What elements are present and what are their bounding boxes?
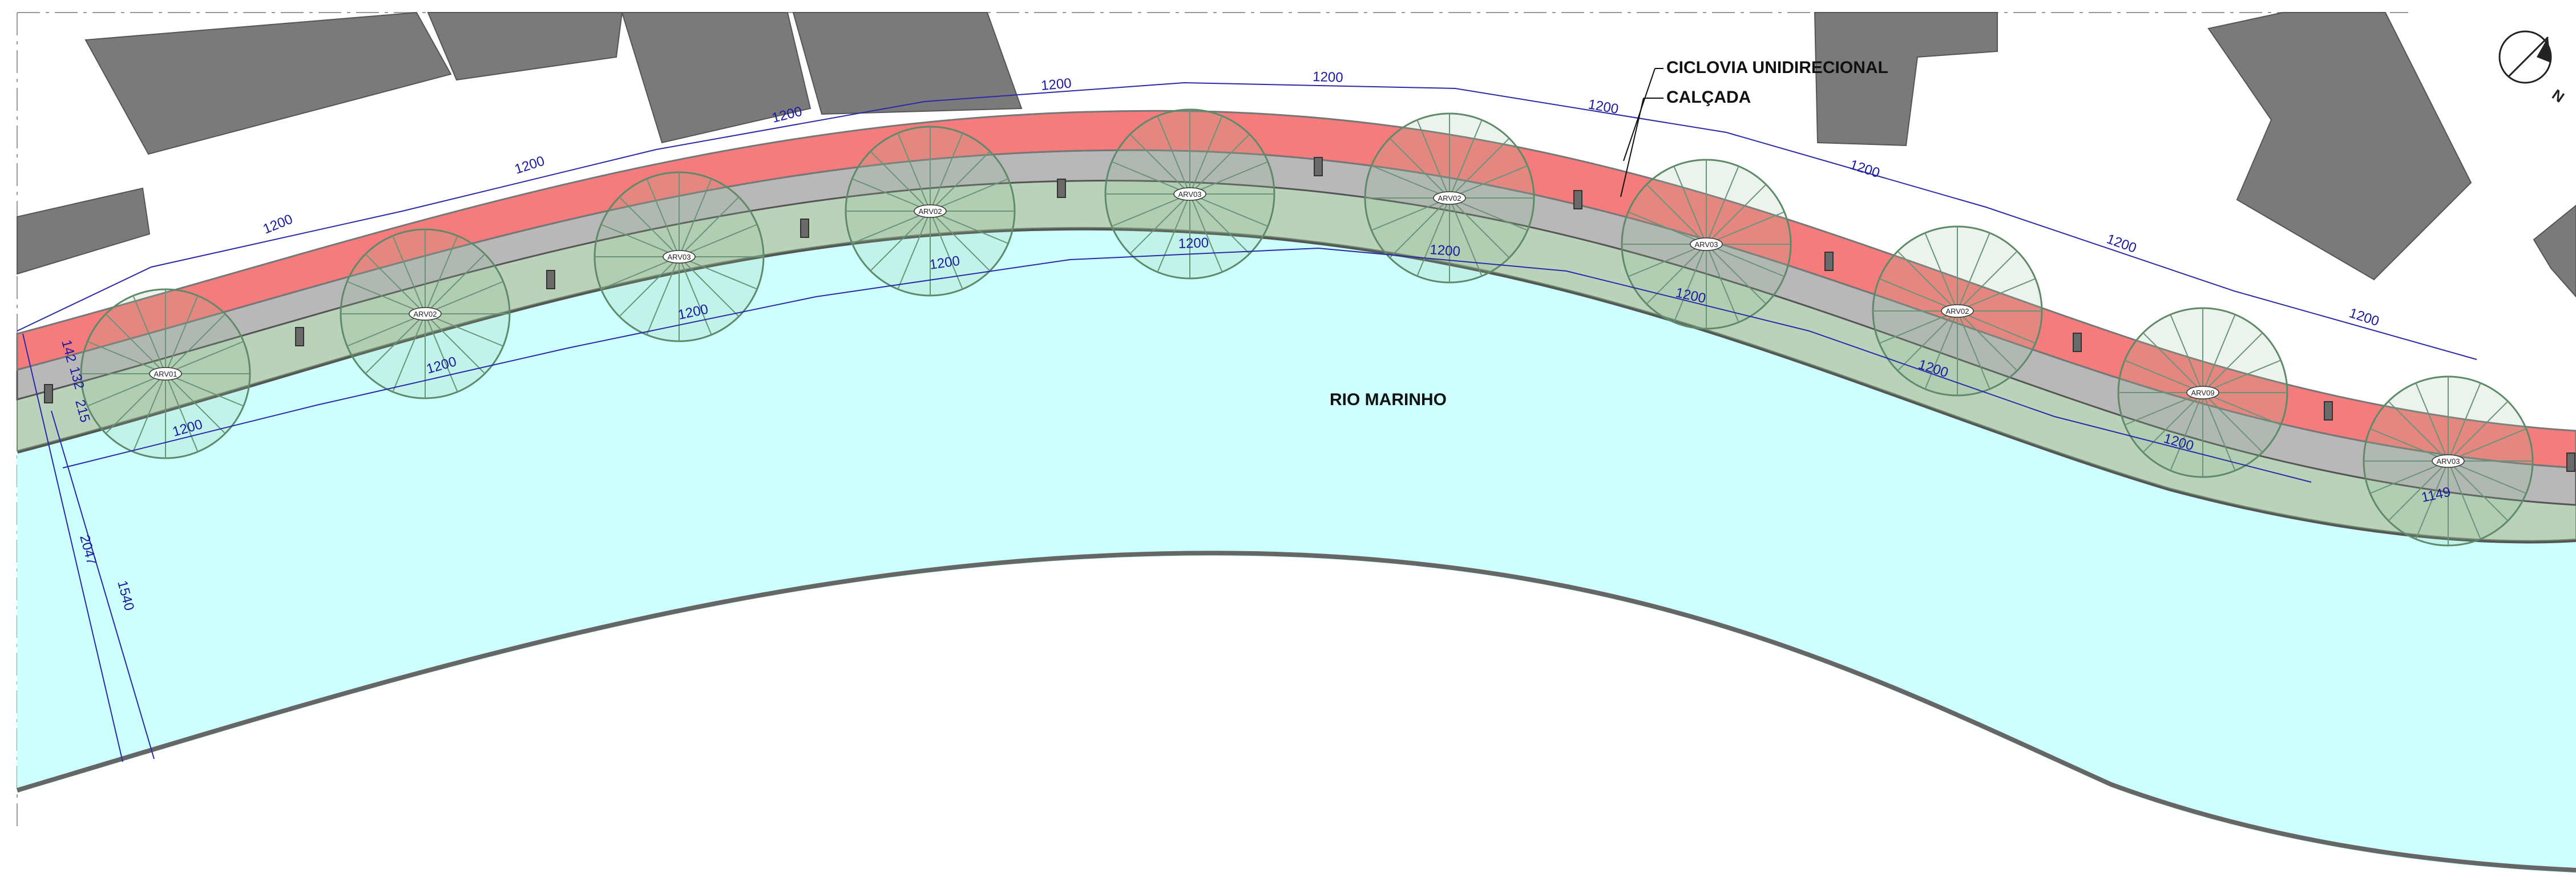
- building: [17, 187, 151, 275]
- building: [2533, 204, 2576, 298]
- bench-icon: [2073, 333, 2082, 352]
- dim-top-9: 1200: [2347, 305, 2381, 329]
- tree-canopy: ARV02: [1872, 225, 2043, 397]
- dim-top-7: 1200: [1848, 157, 1881, 181]
- bottom-dimension-line: [62, 247, 2312, 483]
- tree-tag-label: ARV02: [919, 207, 942, 216]
- tree-canopy: ARV01: [80, 288, 251, 459]
- bench-icon: [44, 384, 53, 403]
- bench-icon: [295, 327, 304, 346]
- tree-tag-label: ARV09: [2191, 389, 2215, 397]
- bench-icon: [1057, 179, 1066, 198]
- sidewalk-leader: [1620, 98, 1644, 197]
- dim-top-6: 1200: [1587, 96, 1620, 117]
- tree-canopy: ARV03: [1104, 108, 1275, 280]
- bench-icon: [1824, 252, 1834, 271]
- building: [427, 12, 623, 81]
- building: [1814, 12, 1998, 147]
- tree-tag-label: ARV02: [414, 310, 437, 318]
- tree-canopy: ARV02: [1364, 112, 1535, 284]
- river-area: [17, 224, 2576, 874]
- building: [84, 11, 452, 155]
- dim-top-1: 1200: [261, 212, 295, 237]
- tree-canopy: ARV03: [1621, 159, 1792, 330]
- street-fixtures: [44, 157, 2575, 472]
- bench-icon: [2324, 401, 2333, 421]
- top-dimension-line: [17, 82, 2477, 360]
- tree-tag-label: ARV02: [1438, 194, 1461, 203]
- north-arrow-icon: N: [2498, 30, 2568, 106]
- dim-top-2: 1200: [513, 153, 547, 177]
- building: [792, 12, 1023, 115]
- dimension-labels: 1200 1200 1200 1200 1200 1200 1200 1200 …: [58, 69, 2452, 612]
- tree-tag-label: ARV03: [1178, 190, 1202, 199]
- bench-icon: [2566, 452, 2575, 472]
- tree-canopy: ARV09: [2117, 307, 2288, 478]
- dim-bottom-5: 1200: [1178, 235, 1209, 252]
- buildings: [17, 11, 2576, 298]
- building: [2207, 12, 2472, 281]
- bike-lane-label: CICLOVIA UNIDIRECIONAL: [1666, 58, 1888, 77]
- tree-tag-label: ARV03: [2437, 457, 2460, 466]
- bench-icon: [1314, 157, 1323, 176]
- dim-top-5: 1200: [1313, 69, 1343, 86]
- tree-tag-label: ARV03: [668, 253, 691, 261]
- bench-icon: [800, 219, 809, 238]
- tree-tag-label: ARV01: [154, 370, 177, 378]
- sidewalk-label: CALÇADA: [1666, 88, 1751, 107]
- river-label: RIO MARINHO: [1330, 390, 1447, 409]
- section-dimension-line: [22, 333, 123, 762]
- section-dimension-line-2: [51, 410, 155, 759]
- bench-icon: [546, 270, 555, 289]
- dimension-lines: [17, 82, 2477, 762]
- tree-canopy: ARV03: [593, 171, 765, 342]
- bench-icon: [1573, 190, 1582, 209]
- river-south-bank: [16, 551, 2576, 872]
- dim-bottom-6: 1200: [1430, 242, 1461, 260]
- svg-text:N: N: [2549, 86, 2568, 106]
- tree-canopy: ARV02: [845, 126, 1016, 297]
- building: [621, 12, 811, 144]
- tree-tag-label: ARV03: [1695, 240, 1718, 249]
- tree-canopy: ARV02: [340, 228, 511, 399]
- trees: ARV01 ARV02 ARV03 ARV02 ARV03 ARV02 ARV03 ARV02…: [80, 108, 2534, 547]
- tree-tag-label: ARV02: [1946, 307, 1969, 316]
- tree-canopy: ARV03: [2363, 375, 2534, 547]
- dim-top-4: 1200: [1040, 75, 1072, 94]
